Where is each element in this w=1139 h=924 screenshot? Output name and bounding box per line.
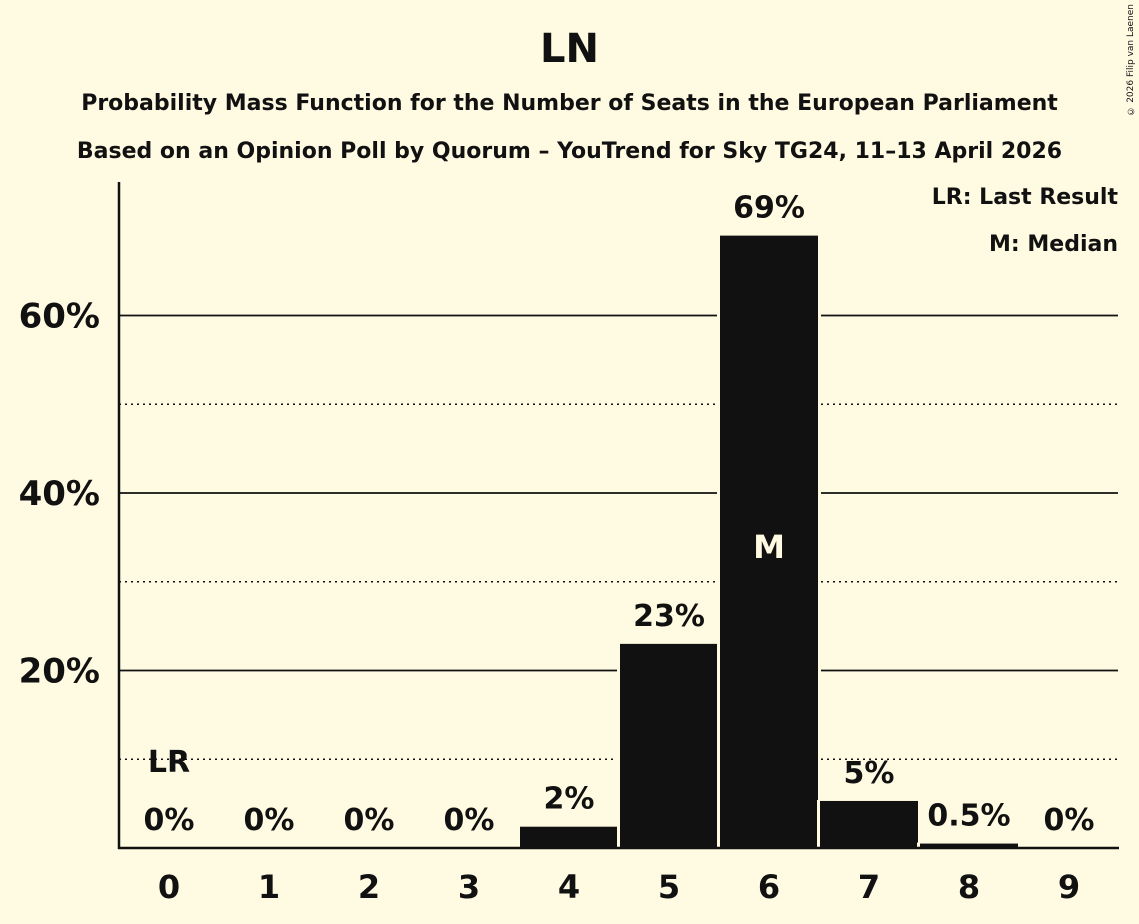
- x-tick-label: 7: [858, 868, 880, 906]
- x-tick-label: 3: [458, 868, 480, 906]
- y-axis-ticks: 20% 40% 60%: [19, 297, 100, 692]
- x-tick-label: 9: [1058, 868, 1080, 906]
- value-label: 0%: [1044, 803, 1095, 838]
- bar-seats-4: [520, 826, 618, 848]
- median-marker: M: [753, 528, 785, 566]
- x-axis-ticks: 0 1 2 3 4 5 6 7 8 9: [158, 868, 1080, 906]
- value-label: 5%: [844, 756, 895, 791]
- bar-seats-6: [720, 235, 818, 848]
- value-label: 23%: [633, 599, 705, 634]
- bars: [517, 234, 1021, 848]
- legend-median: M: Median: [989, 232, 1118, 257]
- x-tick-label: 8: [958, 868, 980, 906]
- y-tick-label: 40%: [19, 474, 100, 514]
- value-label: 0.5%: [927, 799, 1010, 834]
- y-tick-label: 60%: [19, 297, 100, 337]
- bar-seats-5: [620, 643, 718, 848]
- value-label: 2%: [544, 782, 595, 817]
- chart-title: LN: [540, 26, 599, 72]
- x-tick-label: 6: [758, 868, 780, 906]
- last-result-marker: LR: [148, 745, 190, 780]
- value-label: 0%: [444, 803, 495, 838]
- y-tick-label: 20%: [19, 652, 100, 692]
- bar-seats-7: [820, 800, 918, 848]
- x-tick-label: 5: [658, 868, 680, 906]
- value-label: 0%: [344, 803, 395, 838]
- x-tick-label: 2: [358, 868, 380, 906]
- legend-last-result: LR: Last Result: [931, 185, 1118, 210]
- chart-source-subtitle: Based on an Opinion Poll by Quorum – You…: [76, 139, 1063, 164]
- value-label: 69%: [733, 191, 805, 226]
- x-tick-label: 4: [558, 868, 580, 906]
- value-label: 0%: [144, 803, 195, 838]
- value-labels: 0% 0% 0% 0% 2% 23% 69% 5% 0.5% 0% LR M: [144, 191, 1095, 838]
- value-label: 0%: [244, 803, 295, 838]
- x-tick-label: 1: [258, 868, 280, 906]
- x-tick-label: 0: [158, 868, 180, 906]
- bar-seats-8: [920, 843, 1018, 848]
- chart-subtitle: Probability Mass Function for the Number…: [81, 91, 1058, 116]
